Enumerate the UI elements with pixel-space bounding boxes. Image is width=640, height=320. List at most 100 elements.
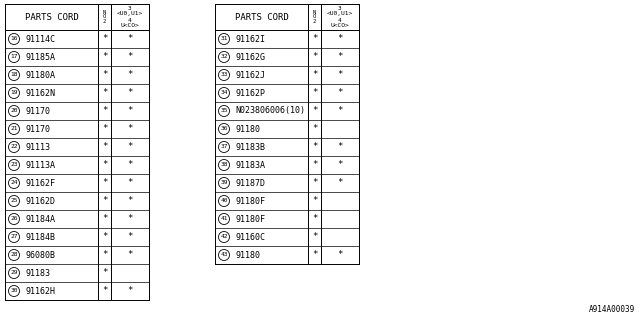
Text: PARTS CORD: PARTS CORD <box>24 12 78 21</box>
Text: 91180A: 91180A <box>25 70 55 79</box>
Text: 91162F: 91162F <box>25 179 55 188</box>
Text: A914A00039: A914A00039 <box>589 305 635 314</box>
Text: 91180: 91180 <box>235 251 260 260</box>
Text: 96080B: 96080B <box>25 251 55 260</box>
Text: 31: 31 <box>220 36 228 42</box>
Text: *: * <box>337 70 342 79</box>
Text: 16: 16 <box>10 36 18 42</box>
Text: *: * <box>312 70 317 79</box>
Text: *: * <box>127 52 132 61</box>
Text: *: * <box>127 142 132 151</box>
Text: 91162G: 91162G <box>235 52 265 61</box>
Text: 91183B: 91183B <box>235 142 265 151</box>
Text: 91183: 91183 <box>25 268 50 277</box>
Text: *: * <box>102 251 107 260</box>
Text: 91187D: 91187D <box>235 179 265 188</box>
Text: 19: 19 <box>10 91 18 95</box>
Text: *: * <box>102 196 107 205</box>
Text: 30: 30 <box>10 289 18 293</box>
Text: *: * <box>102 286 107 295</box>
Text: 29: 29 <box>10 270 18 276</box>
Text: *: * <box>127 214 132 223</box>
Text: *: * <box>337 89 342 98</box>
Text: *: * <box>127 35 132 44</box>
Text: *: * <box>102 142 107 151</box>
Text: 3
<U0,U1>: 3 <U0,U1> <box>117 6 143 16</box>
Text: 91114C: 91114C <box>25 35 55 44</box>
Text: 91180F: 91180F <box>235 214 265 223</box>
Text: *: * <box>127 251 132 260</box>
Text: *: * <box>312 233 317 242</box>
Text: 18: 18 <box>10 73 18 77</box>
Text: 42: 42 <box>220 235 228 239</box>
Text: 91185A: 91185A <box>25 52 55 61</box>
Text: *: * <box>127 196 132 205</box>
Text: 91183A: 91183A <box>235 161 265 170</box>
Text: *: * <box>127 233 132 242</box>
Text: *: * <box>102 107 107 116</box>
Text: 17: 17 <box>10 54 18 60</box>
Text: *: * <box>127 161 132 170</box>
Text: PARTS CORD: PARTS CORD <box>235 12 289 21</box>
Text: 91162J: 91162J <box>235 70 265 79</box>
Text: *: * <box>127 70 132 79</box>
Text: *: * <box>102 233 107 242</box>
Text: 4
U<CO>: 4 U<CO> <box>120 18 140 28</box>
Text: 41: 41 <box>220 217 228 221</box>
Text: 22: 22 <box>10 145 18 149</box>
Text: *: * <box>127 286 132 295</box>
Text: N023806006(10): N023806006(10) <box>235 107 305 116</box>
Text: 27: 27 <box>10 235 18 239</box>
Text: 37: 37 <box>220 145 228 149</box>
Text: *: * <box>312 124 317 133</box>
Text: *: * <box>337 179 342 188</box>
Text: *: * <box>102 70 107 79</box>
Text: 23: 23 <box>10 163 18 167</box>
Text: 91113A: 91113A <box>25 161 55 170</box>
Text: 43: 43 <box>220 252 228 258</box>
Text: *: * <box>102 89 107 98</box>
Text: 40: 40 <box>220 198 228 204</box>
Text: *: * <box>102 124 107 133</box>
Text: *: * <box>312 251 317 260</box>
Text: 91180: 91180 <box>235 124 260 133</box>
Text: 34: 34 <box>220 91 228 95</box>
Text: 36: 36 <box>220 126 228 132</box>
Text: 91184A: 91184A <box>25 214 55 223</box>
Text: 26: 26 <box>10 217 18 221</box>
Text: *: * <box>127 179 132 188</box>
Text: 24: 24 <box>10 180 18 186</box>
Text: *: * <box>312 89 317 98</box>
Text: *: * <box>102 35 107 44</box>
Text: 91162N: 91162N <box>25 89 55 98</box>
Text: 28: 28 <box>10 252 18 258</box>
Text: N
O
2: N O 2 <box>313 10 316 24</box>
Text: 91162H: 91162H <box>25 286 55 295</box>
Text: *: * <box>312 107 317 116</box>
Text: 21: 21 <box>10 126 18 132</box>
Text: *: * <box>127 124 132 133</box>
Text: *: * <box>312 214 317 223</box>
Text: 38: 38 <box>220 163 228 167</box>
Text: *: * <box>127 89 132 98</box>
Text: *: * <box>102 179 107 188</box>
Text: 91162D: 91162D <box>25 196 55 205</box>
Text: *: * <box>312 179 317 188</box>
Text: *: * <box>312 161 317 170</box>
Text: 32: 32 <box>220 54 228 60</box>
Text: *: * <box>312 35 317 44</box>
Text: *: * <box>337 52 342 61</box>
Text: 91113: 91113 <box>25 142 50 151</box>
Text: 91162P: 91162P <box>235 89 265 98</box>
Text: 91170: 91170 <box>25 124 50 133</box>
Text: *: * <box>102 161 107 170</box>
Text: *: * <box>337 35 342 44</box>
Text: 33: 33 <box>220 73 228 77</box>
Text: 91160C: 91160C <box>235 233 265 242</box>
Text: 91184B: 91184B <box>25 233 55 242</box>
Text: *: * <box>312 52 317 61</box>
Text: *: * <box>102 268 107 277</box>
Text: 20: 20 <box>10 108 18 114</box>
Text: *: * <box>337 107 342 116</box>
Text: 25: 25 <box>10 198 18 204</box>
